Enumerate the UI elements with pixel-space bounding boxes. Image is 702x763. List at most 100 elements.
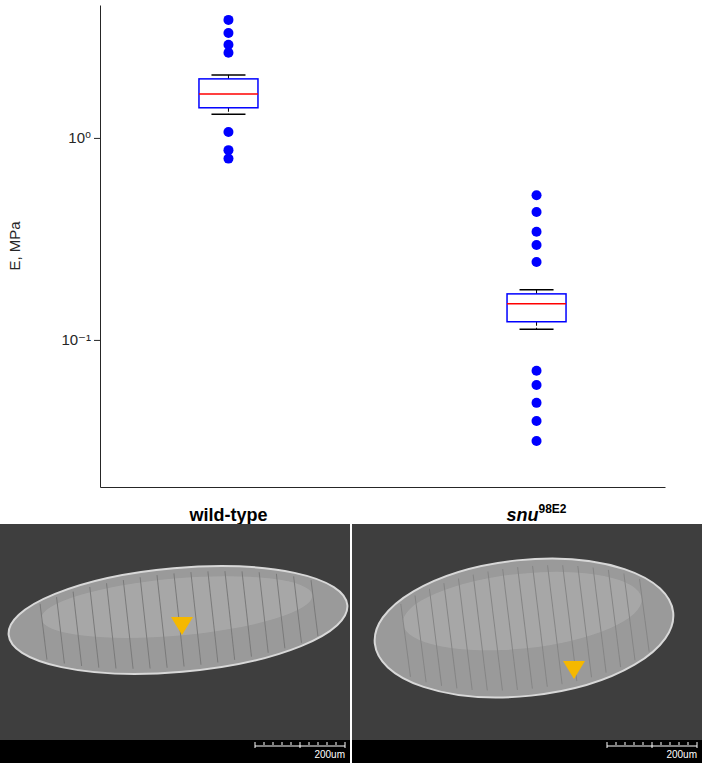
segment-line (548, 565, 563, 684)
segment-line (458, 578, 472, 690)
scale-tick (652, 742, 653, 748)
x-axis (101, 487, 666, 488)
scale-tick (625, 742, 626, 745)
box (199, 79, 258, 108)
outlier (223, 127, 233, 137)
segment-line (444, 583, 457, 689)
segment-line (608, 570, 620, 668)
median (507, 303, 566, 305)
y-tick: 10⁰ (68, 129, 100, 146)
whisker (228, 108, 229, 114)
scale-strip (0, 740, 350, 763)
outlier (223, 15, 233, 25)
scale-tick (634, 742, 635, 745)
box (507, 294, 566, 322)
outlier (532, 207, 542, 217)
scale-label: 200um (314, 749, 345, 760)
segment-line (624, 573, 635, 660)
segment-line (73, 591, 82, 666)
whisker-cap (520, 328, 554, 330)
segment-line (429, 589, 441, 687)
segment-line (40, 604, 47, 660)
segment-line (473, 574, 487, 690)
segment-line (593, 567, 606, 673)
scale-tick (643, 742, 644, 745)
outlier (532, 436, 542, 446)
scale-tick (679, 742, 680, 745)
outlier (532, 366, 542, 376)
segment-line (518, 567, 533, 689)
arrowhead (171, 617, 193, 635)
scale-tick (300, 742, 301, 748)
outlier (223, 48, 233, 58)
outlier (223, 28, 233, 38)
scale-tick (607, 742, 608, 748)
y-axis: 10⁰ 10⁻¹ (61, 6, 100, 488)
scale-tick (309, 742, 310, 745)
outlier (532, 227, 542, 237)
segment-line (533, 566, 548, 687)
scale-tick (661, 742, 662, 745)
x-axis-line (101, 487, 666, 488)
segment-line (208, 571, 218, 663)
segment-line (415, 595, 426, 682)
y-tick-label: 10⁰ (68, 129, 91, 146)
outlier (532, 398, 542, 408)
scale-tick (688, 742, 689, 745)
outlier (223, 154, 233, 164)
segment-line (140, 577, 150, 669)
segment-line (90, 587, 99, 668)
segment-line (276, 574, 285, 649)
whisker-cap (211, 74, 245, 76)
scale-tick (282, 742, 283, 745)
outlier (532, 416, 542, 426)
figure: 10⁰ 10⁻¹ wild-type snu98E2 E, MPa 200um 200um (0, 0, 702, 763)
x-tick-label: snu98E2 (507, 502, 567, 525)
whisker-cap (211, 113, 245, 115)
y-axis-line (100, 6, 101, 488)
larva (368, 545, 681, 712)
median (199, 93, 258, 95)
x-tick-label: wild-type (188, 505, 267, 525)
micrograph: 200um (0, 524, 352, 763)
whisker (536, 322, 537, 329)
segment-line (123, 580, 133, 669)
y-tick: 10⁻¹ (61, 331, 100, 348)
scale-tick (264, 742, 265, 745)
segment-line (242, 571, 251, 657)
micrograph: 200um (352, 524, 702, 763)
y-tick-mark (94, 138, 100, 139)
larva-highlight (39, 567, 315, 648)
scale-tick (273, 742, 274, 745)
segment-line (294, 576, 302, 643)
y-tick-mark (94, 340, 100, 341)
segment-line (503, 569, 518, 690)
arrowhead (563, 661, 585, 679)
scale-strip (352, 740, 702, 763)
scale-tick (345, 742, 346, 748)
outlier (532, 240, 542, 250)
segment-line (157, 575, 167, 668)
scale-tick (327, 742, 328, 745)
whisker-cap (520, 289, 554, 291)
y-axis-title: E, MPa (6, 221, 23, 271)
scale-tick (291, 742, 292, 745)
segment-line (57, 597, 65, 664)
larva (4, 553, 352, 686)
segment-line (191, 572, 201, 665)
scale-tick (697, 742, 698, 748)
scale-label: 200um (666, 749, 697, 760)
larva-highlight (399, 561, 646, 660)
outlier (532, 380, 542, 390)
segment-line (401, 604, 411, 677)
scale-tick (670, 742, 671, 745)
scale-tick (616, 742, 617, 745)
outlier (532, 257, 542, 267)
plot-area (199, 15, 566, 446)
scale-tick (336, 742, 337, 745)
image-background (352, 524, 702, 740)
scale-tick (318, 742, 319, 745)
segment-line (225, 571, 235, 660)
segment-line (640, 579, 650, 652)
y-tick-label: 10⁻¹ (61, 331, 91, 348)
